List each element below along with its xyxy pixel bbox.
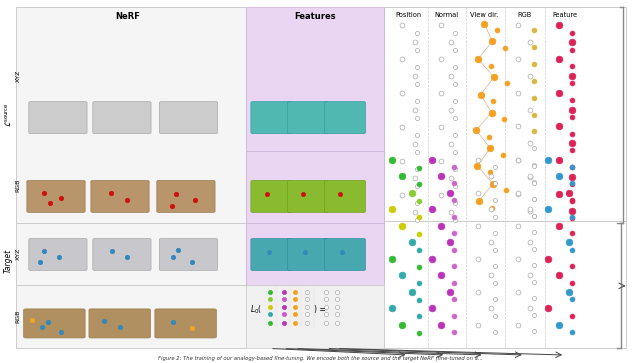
Text: $L_0($: $L_0($ — [250, 303, 262, 315]
FancyBboxPatch shape — [324, 238, 365, 270]
Bar — [246, 151, 384, 223]
Text: View dir.: View dir. — [470, 12, 499, 18]
Text: Target: Target — [3, 249, 12, 273]
Text: Features: Features — [294, 12, 336, 21]
FancyBboxPatch shape — [29, 238, 87, 270]
FancyBboxPatch shape — [251, 180, 292, 212]
FancyBboxPatch shape — [251, 102, 292, 134]
FancyBboxPatch shape — [29, 102, 87, 134]
FancyBboxPatch shape — [93, 238, 151, 270]
Bar — [246, 285, 384, 348]
FancyBboxPatch shape — [287, 102, 328, 134]
FancyBboxPatch shape — [157, 180, 215, 212]
FancyBboxPatch shape — [159, 102, 218, 134]
FancyBboxPatch shape — [24, 309, 85, 338]
FancyBboxPatch shape — [324, 102, 365, 134]
Bar — [246, 223, 384, 285]
Bar — [16, 7, 246, 223]
Text: Feature: Feature — [552, 12, 578, 18]
FancyBboxPatch shape — [89, 309, 150, 338]
FancyBboxPatch shape — [287, 238, 328, 270]
FancyBboxPatch shape — [155, 309, 216, 338]
FancyBboxPatch shape — [324, 180, 365, 212]
Text: XYZ: XYZ — [15, 248, 20, 260]
Text: RGB: RGB — [15, 310, 20, 323]
Text: RGB: RGB — [15, 179, 20, 192]
FancyBboxPatch shape — [91, 180, 149, 212]
FancyBboxPatch shape — [93, 102, 151, 134]
Bar — [384, 221, 626, 348]
FancyBboxPatch shape — [287, 180, 328, 212]
Text: NeRF: NeRF — [116, 12, 140, 21]
FancyBboxPatch shape — [159, 238, 218, 270]
Bar — [384, 7, 626, 223]
Bar — [16, 223, 246, 285]
Text: Figure 2: The training of our analogy-based fine-tuning. We encode both the sour: Figure 2: The training of our analogy-ba… — [157, 356, 483, 361]
Text: ) =: ) = — [314, 305, 326, 314]
Text: XYZ: XYZ — [15, 70, 20, 82]
FancyBboxPatch shape — [27, 180, 85, 212]
Bar — [16, 285, 246, 348]
Bar — [246, 7, 384, 151]
FancyBboxPatch shape — [251, 238, 292, 270]
Text: RGB: RGB — [518, 12, 532, 18]
Text: $\mathcal{L}^{\mathrm{source}}$: $\mathcal{L}^{\mathrm{source}}$ — [2, 102, 13, 127]
Text: Position: Position — [396, 12, 421, 18]
Text: Normal: Normal — [434, 12, 458, 18]
